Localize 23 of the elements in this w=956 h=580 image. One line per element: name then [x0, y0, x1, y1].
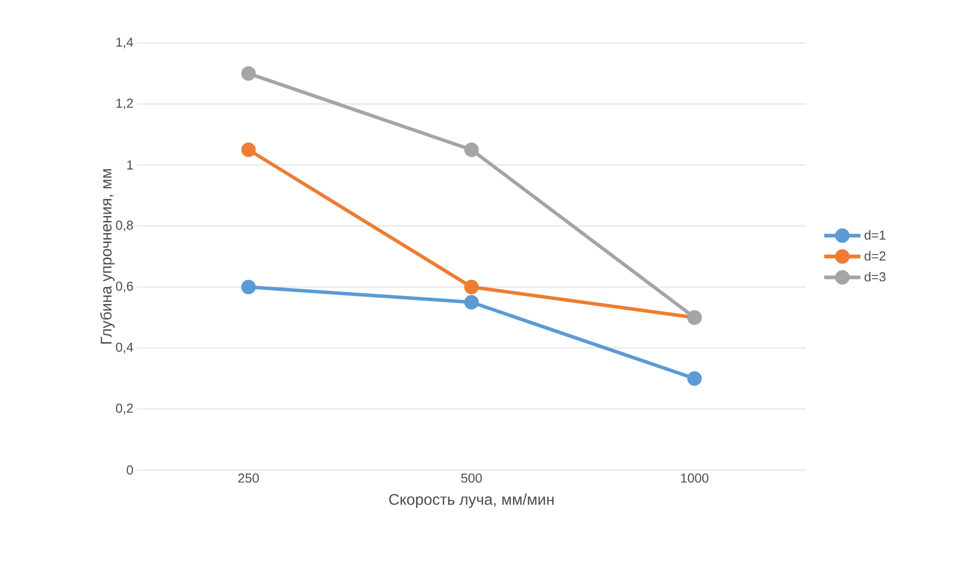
- y-tick-label: 1,2: [116, 98, 133, 110]
- y-axis-title: Глубина упрочнения, мм: [100, 169, 115, 344]
- x-axis-title: Скорость луча, мм/мин: [389, 494, 554, 508]
- point: [464, 294, 479, 310]
- y-tick-label: 1,4: [116, 38, 134, 48]
- y-tick-label: 0,2: [116, 404, 133, 414]
- legend-label: d=2: [864, 251, 886, 261]
- y-tick-label: 0,6: [116, 282, 133, 292]
- x-tick-label: 500: [461, 474, 482, 483]
- y-tick-label: 0,8: [116, 220, 133, 232]
- y-tick-label: 0,4: [116, 342, 134, 354]
- point: [241, 280, 256, 294]
- x-tick-label: 1000: [681, 474, 708, 483]
- y-tick-label: 1: [127, 160, 133, 170]
- point: [241, 142, 256, 157]
- x-tick-label: 250: [238, 474, 259, 483]
- point: [687, 371, 702, 386]
- point: [464, 142, 479, 157]
- legend-label: d=3: [864, 272, 886, 282]
- y-tick-label: 0: [126, 465, 133, 475]
- point: [241, 66, 256, 81]
- legend-label: d=1: [864, 230, 886, 240]
- point: [464, 280, 479, 294]
